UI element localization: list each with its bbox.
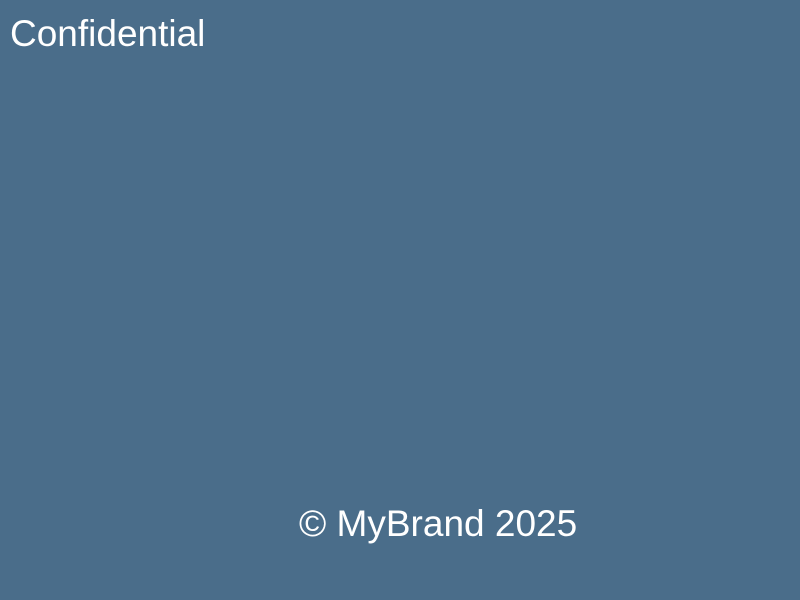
copyright-text: © MyBrand 2025	[299, 503, 578, 544]
confidential-label: Confidential	[10, 13, 206, 54]
